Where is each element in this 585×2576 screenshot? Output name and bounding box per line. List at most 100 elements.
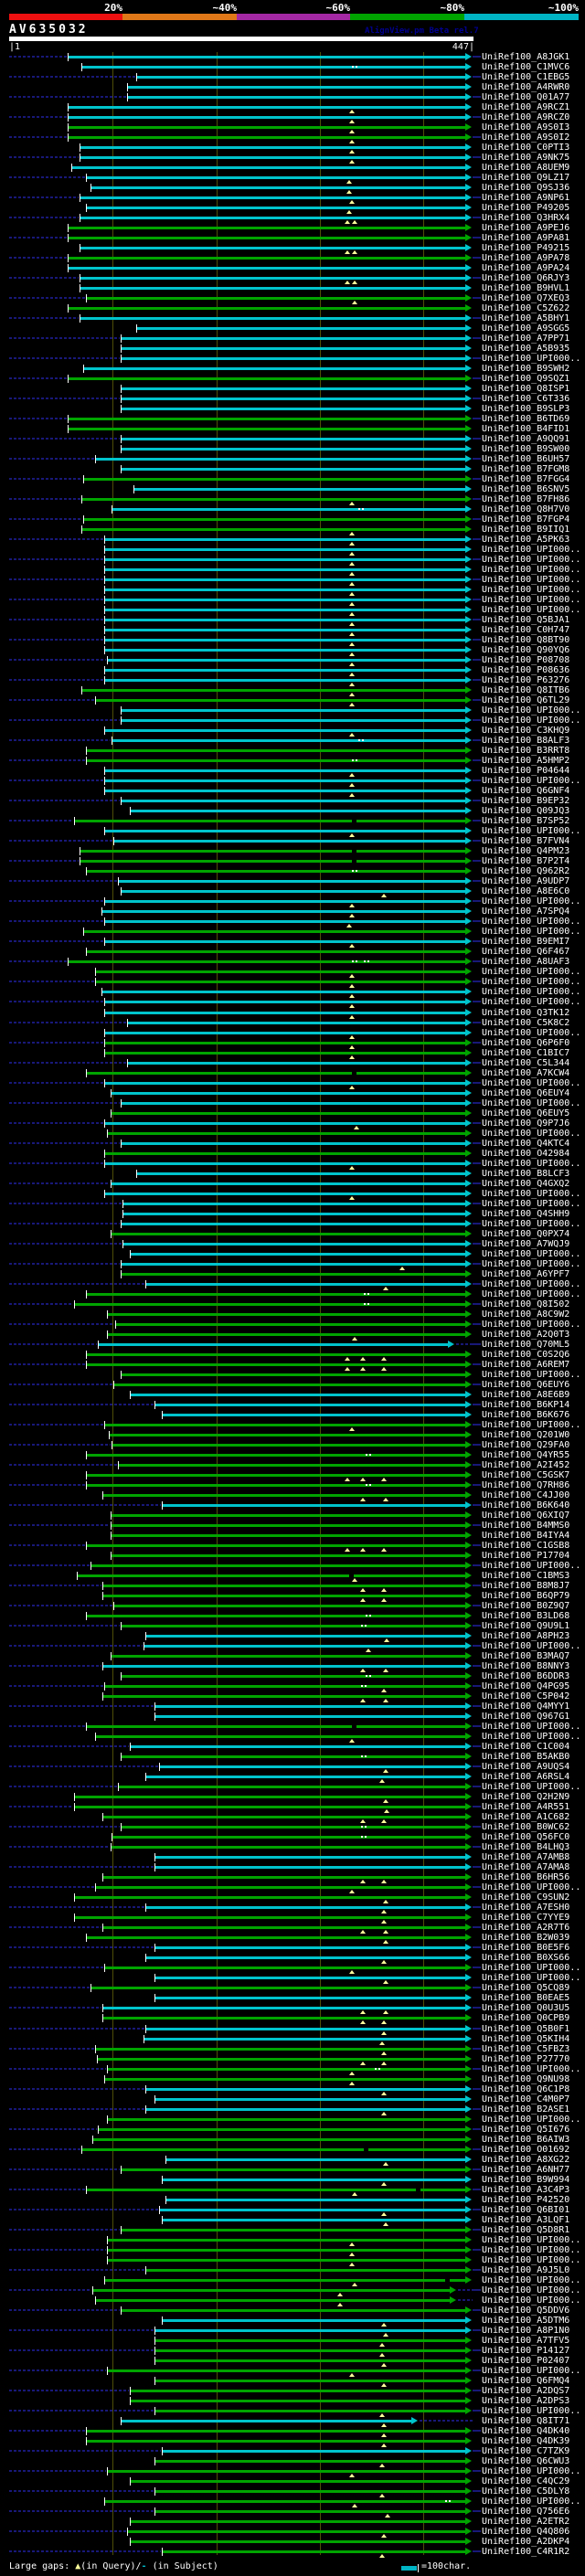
alignment-start-tick bbox=[121, 354, 122, 363]
subject-gap-dot bbox=[445, 2499, 447, 2502]
hit-label: UniRef100_B9HVL1 bbox=[482, 282, 570, 293]
hit-label: UniRef100_A4R551 bbox=[482, 1802, 570, 1813]
query-gap-triangle-icon bbox=[349, 2372, 355, 2377]
label-connector-line bbox=[473, 1665, 481, 1668]
alignment-row: UniRef100_UPI000.. bbox=[0, 545, 585, 556]
alignment-bar bbox=[122, 346, 465, 350]
bar-arrow-icon bbox=[465, 1239, 472, 1247]
alignment-start-tick bbox=[68, 122, 69, 132]
bar-arrow-icon bbox=[465, 907, 472, 916]
alignment-bar bbox=[87, 1292, 465, 1296]
hit-label: UniRef100_UPI000.. bbox=[482, 1278, 581, 1289]
alignment-bar bbox=[122, 2308, 465, 2312]
alignment-row: UniRef100_P42520 bbox=[0, 2195, 585, 2205]
alignment-start-tick bbox=[86, 203, 87, 212]
query-gap-triangle-icon bbox=[345, 219, 350, 224]
alignment-row: UniRef100_A2DQS7 bbox=[0, 2386, 585, 2396]
alignment-bar bbox=[82, 528, 465, 531]
alignment-start-tick bbox=[136, 323, 137, 333]
alignment-row: UniRef100_Q6C1P8 bbox=[0, 2084, 585, 2095]
alignment-row: UniRef100_C7YYE9 bbox=[0, 1913, 585, 1924]
bar-arrow-icon bbox=[465, 1843, 472, 1851]
alignment-row: UniRef100_B6K676 bbox=[0, 1410, 585, 1420]
alignment-bar bbox=[155, 1977, 465, 1980]
bar-arrow-icon bbox=[465, 424, 472, 432]
alignment-start-tick bbox=[86, 867, 87, 876]
leader-line bbox=[9, 95, 126, 98]
label-connector-line bbox=[473, 1423, 481, 1426]
alignment-row: UniRef100_C5K8C2 bbox=[0, 1018, 585, 1028]
alignment-bar bbox=[155, 2509, 465, 2513]
hit-label: UniRef100_Q5DDV6 bbox=[482, 2305, 570, 2316]
query-gap-triangle-icon bbox=[381, 1689, 387, 1693]
query-gap-triangle-icon bbox=[383, 1769, 388, 1774]
subject-gap-dot bbox=[367, 1302, 369, 1305]
leader-line bbox=[9, 1966, 103, 1969]
ruler-end-label: 447| bbox=[452, 42, 474, 52]
alignment-start-tick bbox=[104, 827, 105, 836]
alignment-start-tick bbox=[104, 1118, 105, 1128]
bar-arrow-icon bbox=[465, 857, 472, 865]
alignment-row: UniRef100_UPI000.. bbox=[0, 1882, 585, 1894]
alignment-bar bbox=[80, 145, 465, 149]
label-connector-line bbox=[473, 1222, 481, 1224]
alignment-start-tick bbox=[121, 1269, 122, 1278]
alignment-bar bbox=[105, 679, 465, 683]
hit-label: UniRef100_O42984 bbox=[482, 1148, 570, 1159]
alignment-start-tick bbox=[86, 1470, 87, 1479]
bar-arrow-icon bbox=[465, 1572, 472, 1579]
alignment-bar bbox=[80, 276, 465, 280]
alignment-row: UniRef100_B8ALF3 bbox=[0, 736, 585, 746]
query-gap-triangle-icon bbox=[379, 1779, 385, 1784]
hit-label: UniRef100_A9RCZ1 bbox=[482, 101, 570, 112]
alignment-start-tick bbox=[136, 1169, 137, 1178]
query-gap-triangle-icon bbox=[381, 1819, 387, 1824]
leader-line bbox=[9, 2268, 144, 2271]
hit-label: UniRef100_Q9SQZ1 bbox=[482, 373, 570, 384]
bar-arrow-icon bbox=[465, 303, 472, 312]
subject-gap-dot bbox=[364, 960, 366, 963]
bar-arrow-icon bbox=[465, 757, 472, 765]
hit-label: UniRef100_UPI000.. bbox=[482, 2114, 581, 2125]
alignment-start-tick bbox=[111, 1521, 112, 1530]
alignment-row: UniRef100_A9UDP7 bbox=[0, 876, 585, 886]
alignment-start-tick bbox=[133, 484, 134, 493]
alignment-start-tick bbox=[102, 1490, 103, 1500]
bar-arrow-icon bbox=[465, 515, 472, 523]
bar-arrow-icon bbox=[465, 1974, 472, 1982]
leader-line bbox=[9, 940, 103, 943]
alignment-bar bbox=[128, 85, 465, 89]
alignment-start-tick bbox=[162, 2316, 163, 2325]
leader-line bbox=[9, 1262, 120, 1265]
alignment-row: UniRef100_Q9LZ17 bbox=[0, 173, 585, 184]
alignment-bar bbox=[131, 2389, 465, 2392]
alignment-bar bbox=[105, 900, 465, 904]
alignment-start-tick bbox=[86, 173, 87, 182]
query-gap-triangle-icon bbox=[383, 1940, 388, 1945]
alignment-start-tick bbox=[74, 1893, 75, 1903]
alignment-bar bbox=[155, 2409, 465, 2412]
hit-label: UniRef100_Q2H2N9 bbox=[482, 1792, 570, 1803]
alignment-start-tick bbox=[104, 636, 105, 645]
hit-label: UniRef100_C1EBG5 bbox=[482, 71, 570, 82]
hit-label: UniRef100_B4MMS0 bbox=[482, 1521, 570, 1531]
bar-arrow-icon bbox=[465, 1249, 472, 1257]
bar-arrow-icon bbox=[465, 464, 472, 472]
alignment-bar bbox=[122, 336, 465, 340]
hit-label: UniRef100_B3MAQ7 bbox=[482, 1651, 570, 1662]
alignment-row: UniRef100_B2ASE1 bbox=[0, 2104, 585, 2115]
alignment-bar bbox=[93, 2137, 465, 2141]
alignment-bar bbox=[75, 1806, 465, 1809]
alignment-bar bbox=[137, 1171, 465, 1175]
alignment-bar bbox=[87, 296, 465, 300]
alignment-bar bbox=[87, 870, 465, 874]
alignment-row: UniRef100_A9PA78 bbox=[0, 253, 585, 263]
leader-line bbox=[9, 1141, 120, 1144]
hit-label: UniRef100_B8NNY3 bbox=[482, 1661, 570, 1672]
query-gap-triangle-icon bbox=[379, 2352, 385, 2357]
label-connector-line bbox=[473, 55, 481, 58]
alignment-row: UniRef100_A7WQJ9 bbox=[0, 1239, 585, 1249]
alignment-bar bbox=[84, 930, 465, 934]
label-connector-line bbox=[473, 981, 481, 983]
alignment-row: UniRef100_Q8ISP1 bbox=[0, 384, 585, 394]
